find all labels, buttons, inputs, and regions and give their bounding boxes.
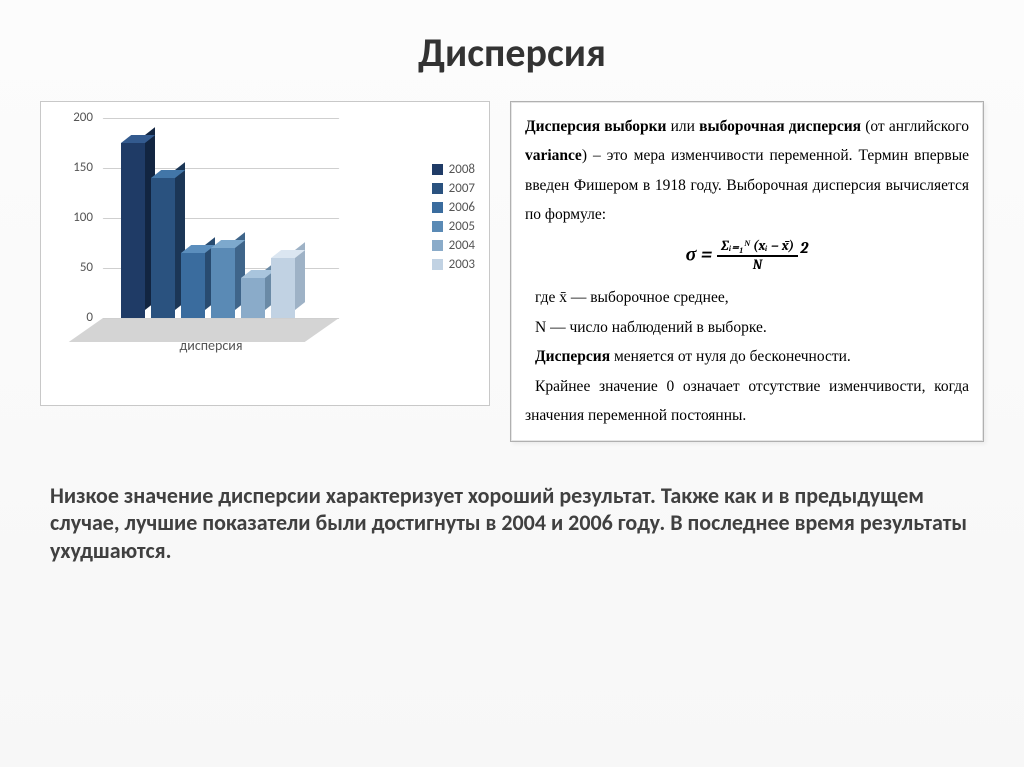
legend-swatch xyxy=(432,259,443,270)
definition-panel: Дисперсия выборки или выборочная дисперс… xyxy=(510,101,984,442)
legend-label: 2003 xyxy=(449,257,475,272)
bar-chart: дисперсия 050100150200 xyxy=(61,118,361,358)
variance-formula: σ = ∑ᵢ₌₁ᴺ (xᵢ − x̄) N 2 xyxy=(525,238,969,274)
square-exponent: 2 xyxy=(800,239,808,257)
bar-2006 xyxy=(181,253,205,318)
bar-2008 xyxy=(121,143,145,318)
y-tick-label: 0 xyxy=(67,310,93,325)
where-xbar: где x̄ — выборочное среднее, xyxy=(525,283,969,312)
legend-label: 2006 xyxy=(449,200,475,215)
y-tick-label: 50 xyxy=(67,260,93,275)
range-line: Дисперсия меняется от нуля до бесконечно… xyxy=(525,342,969,371)
legend-item-2008: 2008 xyxy=(432,162,475,177)
zero-meaning: Крайнее значение 0 означает отсутствие и… xyxy=(525,372,969,431)
term-bold: Дисперсия выборки xyxy=(525,118,667,135)
y-tick-label: 200 xyxy=(67,110,93,125)
page-title: Дисперсия xyxy=(0,0,1024,77)
bar-2007 xyxy=(151,178,175,318)
bar-2005 xyxy=(211,248,235,318)
denominator: N xyxy=(717,257,799,274)
legend-swatch xyxy=(432,202,443,213)
plain-text: меняется от нуля до бесконечности. xyxy=(610,348,851,365)
legend-swatch xyxy=(432,240,443,251)
legend-swatch xyxy=(432,183,443,194)
numerator: ∑ᵢ₌₁ᴺ (xᵢ − x̄) xyxy=(717,238,799,257)
legend-label: 2004 xyxy=(449,238,475,253)
y-tick-label: 100 xyxy=(67,210,93,225)
content-row: дисперсия 050100150200 20082007200620052… xyxy=(0,101,1024,442)
plain-text: (от английского xyxy=(861,118,969,135)
grid-line xyxy=(103,318,340,319)
legend-swatch xyxy=(432,164,443,175)
term-bold: Дисперсия xyxy=(535,348,610,365)
legend-label: 2005 xyxy=(449,219,475,234)
sigma-symbol: σ = xyxy=(686,242,713,265)
bar-2003 xyxy=(271,258,295,318)
term-bold: выборочная дисперсия xyxy=(699,118,861,135)
legend-item-2003: 2003 xyxy=(432,257,475,272)
bar-2004 xyxy=(241,278,265,318)
legend-item-2005: 2005 xyxy=(432,219,475,234)
legend-item-2004: 2004 xyxy=(432,238,475,253)
plain-text: ) – это мера изменчивости переменной. Те… xyxy=(525,147,969,223)
term-bold: variance xyxy=(525,147,582,164)
grid-line xyxy=(103,118,340,119)
where-n: N — число наблюдений в выборке. xyxy=(525,313,969,342)
fraction: ∑ᵢ₌₁ᴺ (xᵢ − x̄) N xyxy=(717,238,799,274)
legend-label: 2007 xyxy=(449,181,475,196)
slide: Дисперсия дисперсия 050100150200 2008200… xyxy=(0,0,1024,767)
definition-p1: Дисперсия выборки или выборочная дисперс… xyxy=(525,112,969,230)
legend-swatch xyxy=(432,221,443,232)
footer-conclusion: Низкое значение дисперсии характеризует … xyxy=(50,482,974,565)
legend-label: 2008 xyxy=(449,162,475,177)
legend-item-2006: 2006 xyxy=(432,200,475,215)
x-axis-label: дисперсия xyxy=(61,337,361,354)
chart-legend: 2008 2007 2006 2005 2004 2003 xyxy=(432,162,475,276)
plain-text: или xyxy=(667,118,700,135)
chart-panel: дисперсия 050100150200 20082007200620052… xyxy=(40,101,490,406)
legend-item-2007: 2007 xyxy=(432,181,475,196)
y-tick-label: 150 xyxy=(67,160,93,175)
